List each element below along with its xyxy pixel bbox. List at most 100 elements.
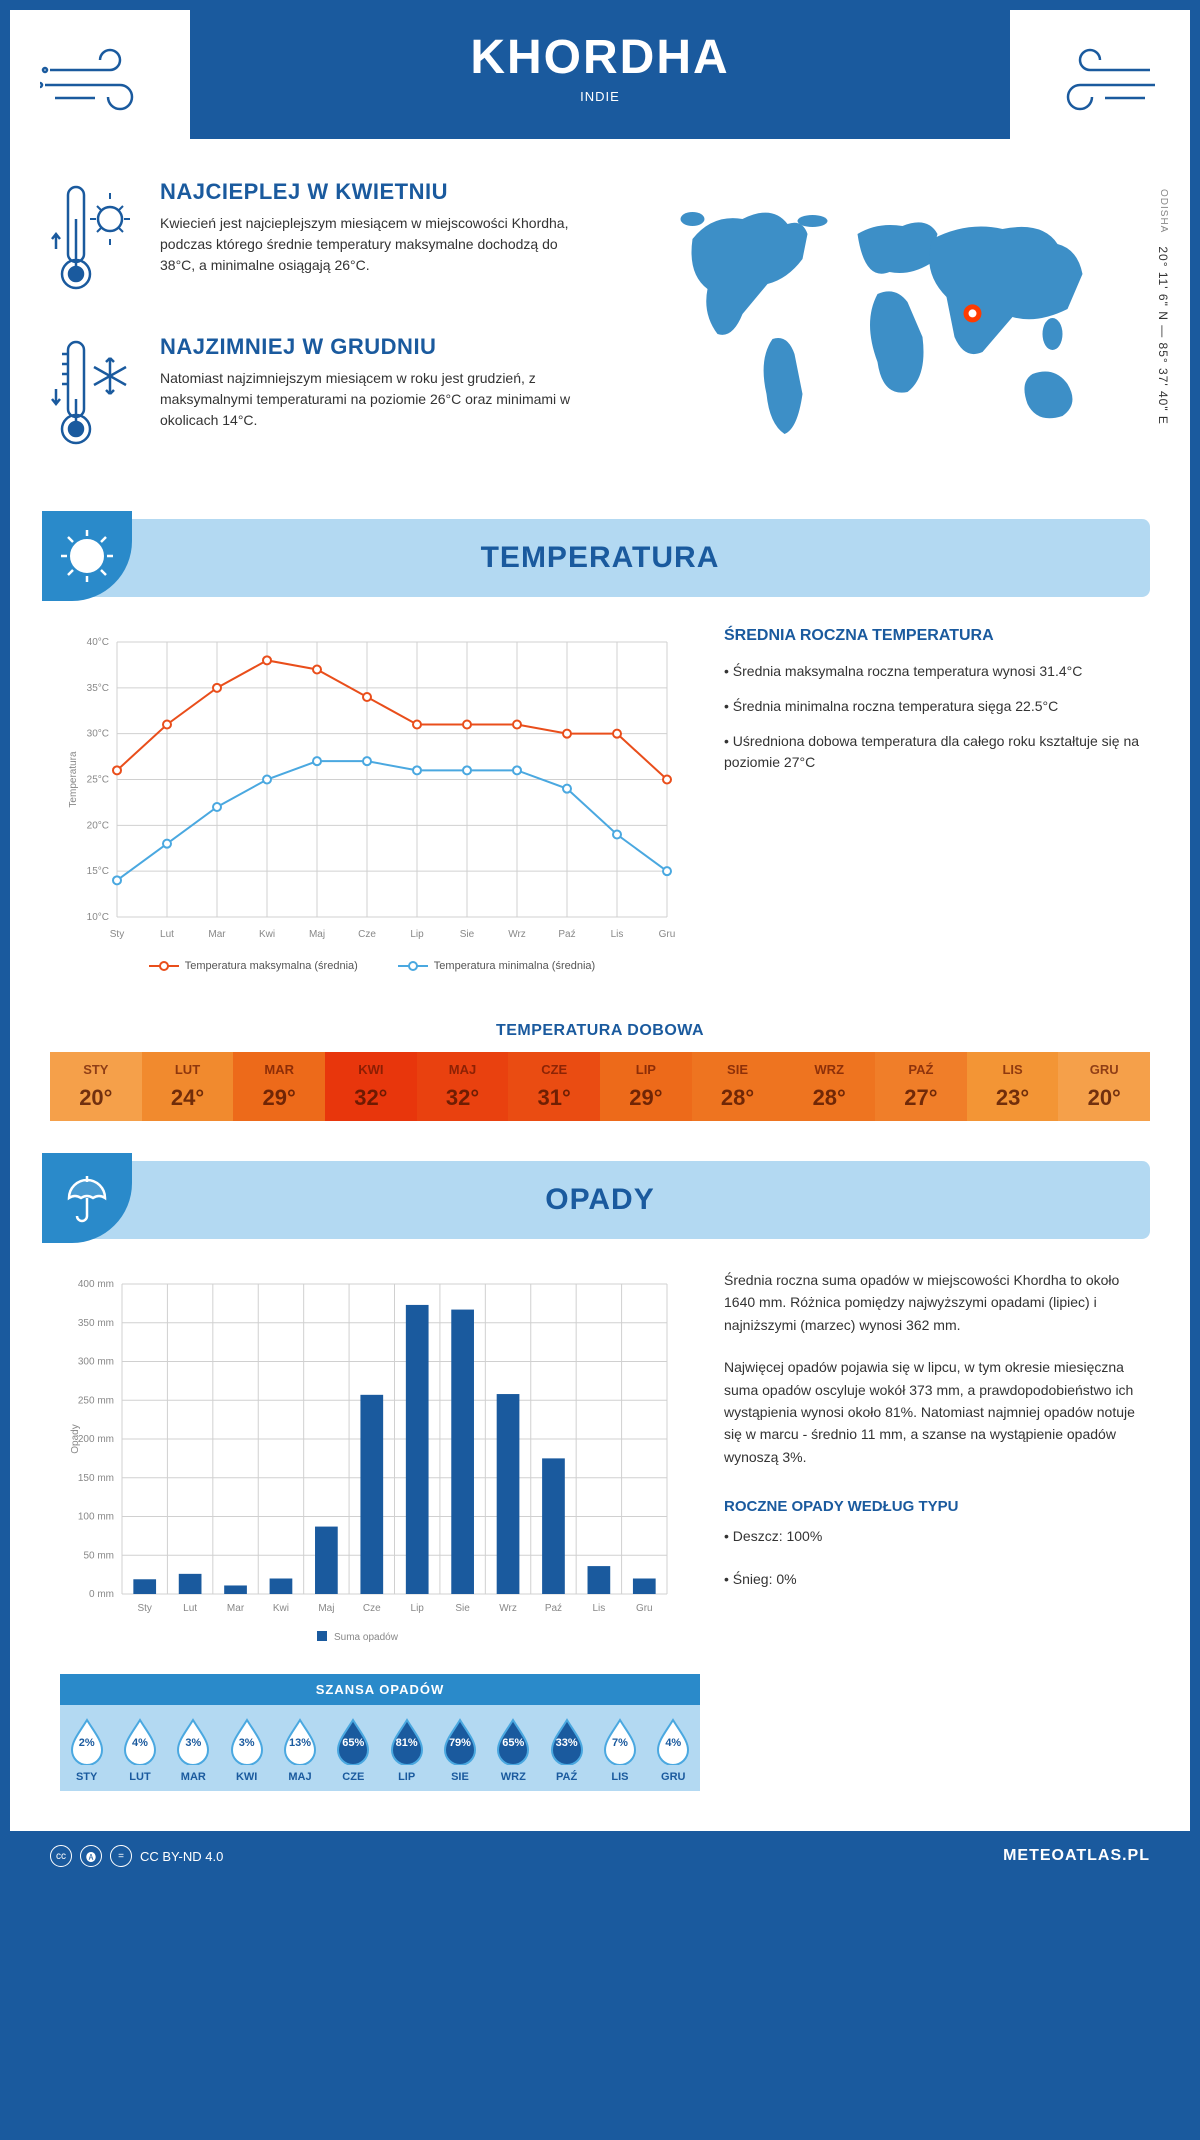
- szansa-cell: 4% GRU: [647, 1717, 700, 1783]
- raindrop-icon: 81%: [388, 1717, 426, 1765]
- svg-text:Lis: Lis: [611, 929, 624, 940]
- heat-value: 29°: [600, 1085, 692, 1111]
- heat-value: 27°: [875, 1085, 967, 1111]
- heat-month: CZE: [508, 1062, 600, 1077]
- heat-month: MAJ: [417, 1062, 509, 1077]
- heat-value: 20°: [1058, 1085, 1150, 1111]
- raindrop-icon: 4%: [121, 1717, 159, 1765]
- sun-icon: [42, 511, 132, 601]
- dobowa-title: TEMPERATURA DOBOWA: [10, 1022, 1190, 1040]
- svg-text:Lut: Lut: [183, 1603, 197, 1614]
- temp-bullet: • Średnia minimalna roczna temperatura s…: [724, 696, 1140, 717]
- fact-hot-text: NAJCIEPLEJ W KWIETNIU Kwiecień jest najc…: [160, 179, 585, 304]
- svg-text:Sie: Sie: [460, 929, 475, 940]
- szansa-month: MAR: [167, 1771, 220, 1783]
- szansa-cell: 2% STY: [60, 1717, 113, 1783]
- svg-text:35°C: 35°C: [87, 683, 109, 694]
- opady-type-bullet: • Śnieg: 0%: [724, 1568, 1140, 1590]
- heat-value: 23°: [967, 1085, 1059, 1111]
- szansa-pct: 33%: [556, 1737, 578, 1749]
- heat-value: 29°: [233, 1085, 325, 1111]
- cc-icon: cc: [50, 1845, 72, 1867]
- opady-body: 0 mm50 mm100 mm150 mm200 mm250 mm300 mm3…: [10, 1239, 1190, 1674]
- szansa-month: GRU: [647, 1771, 700, 1783]
- svg-text:Sty: Sty: [110, 929, 124, 940]
- szansa-month: KWI: [220, 1771, 273, 1783]
- intro-facts: NAJCIEPLEJ W KWIETNIU Kwiecień jest najc…: [50, 179, 585, 489]
- heat-month: STY: [50, 1062, 142, 1077]
- temp-legend: Temperatura maksymalna (średnia) Tempera…: [60, 960, 684, 972]
- svg-text:30°C: 30°C: [87, 729, 109, 740]
- szansa-pct: 7%: [612, 1737, 628, 1749]
- szansa-cell: 13% MAJ: [273, 1717, 326, 1783]
- szansa-cell: 79% SIE: [433, 1717, 486, 1783]
- svg-text:Mar: Mar: [227, 1603, 245, 1614]
- heat-cell: LIP 29°: [600, 1052, 692, 1121]
- svg-text:Cze: Cze: [363, 1603, 381, 1614]
- page-title: KHORDHA: [190, 30, 1010, 85]
- heat-cell: MAR 29°: [233, 1052, 325, 1121]
- heat-value: 32°: [325, 1085, 417, 1111]
- svg-text:40°C: 40°C: [87, 637, 109, 648]
- intro-map: ODISHA 20° 11' 6" N — 85° 37' 40" E: [615, 179, 1150, 489]
- raindrop-icon: 3%: [228, 1717, 266, 1765]
- szansa-cell: 3% MAR: [167, 1717, 220, 1783]
- temp-bullet: • Uśredniona dobowa temperatura dla całe…: [724, 731, 1140, 773]
- temperature-line-chart: 10°C15°C20°C25°C30°C35°C40°CStyLutMarKwi…: [60, 627, 684, 947]
- raindrop-icon: 4%: [654, 1717, 692, 1765]
- szansa-cell: 65% WRZ: [487, 1717, 540, 1783]
- page: KHORDHA INDIE NAJCIEPLEJ W KWIETNIU Kwie…: [0, 0, 1200, 1891]
- temp-body: 10°C15°C20°C25°C30°C35°C40°CStyLutMarKwi…: [10, 597, 1190, 1002]
- raindrop-icon: 65%: [494, 1717, 532, 1765]
- raindrop-icon: 7%: [601, 1717, 639, 1765]
- svg-text:Paź: Paź: [545, 1603, 562, 1614]
- heat-value: 28°: [783, 1085, 875, 1111]
- svg-text:150 mm: 150 mm: [78, 1473, 114, 1484]
- szansa-pct: 81%: [396, 1737, 418, 1749]
- section-opady: OPADY: [50, 1161, 1150, 1239]
- umbrella-icon: [42, 1153, 132, 1243]
- szansa-month: WRZ: [487, 1771, 540, 1783]
- szansa-row: 2% STY 4% LUT 3% MAR 3% KWI 13%: [60, 1705, 700, 1791]
- szansa-pct: 2%: [79, 1737, 95, 1749]
- szansa-month: MAJ: [273, 1771, 326, 1783]
- svg-text:Maj: Maj: [309, 929, 325, 940]
- fact-cold-body: Natomiast najzimniejszym miesiącem w rok…: [160, 368, 585, 431]
- opady-type-bullet: • Deszcz: 100%: [724, 1525, 1140, 1547]
- svg-text:Kwi: Kwi: [259, 929, 275, 940]
- precipitation-bar-chart: 0 mm50 mm100 mm150 mm200 mm250 mm300 mm3…: [60, 1269, 684, 1649]
- license-text: CC BY-ND 4.0: [140, 1849, 223, 1864]
- szansa-month: LIS: [593, 1771, 646, 1783]
- section-temp-title: TEMPERATURA: [481, 541, 720, 574]
- szansa-month: CZE: [327, 1771, 380, 1783]
- svg-text:Cze: Cze: [358, 929, 376, 940]
- svg-text:250 mm: 250 mm: [78, 1395, 114, 1406]
- thermometer-cold-icon: [50, 334, 140, 459]
- szansa-cell: 81% LIP: [380, 1717, 433, 1783]
- svg-text:400 mm: 400 mm: [78, 1279, 114, 1290]
- svg-text:10°C: 10°C: [87, 912, 109, 923]
- header: KHORDHA INDIE: [190, 10, 1010, 139]
- szansa-cell: 7% LIS: [593, 1717, 646, 1783]
- fact-cold-text: NAJZIMNIEJ W GRUDNIU Natomiast najzimnie…: [160, 334, 585, 459]
- svg-text:20°C: 20°C: [87, 820, 109, 831]
- heat-value: 32°: [417, 1085, 509, 1111]
- heat-value: 24°: [142, 1085, 234, 1111]
- szansa-pct: 3%: [185, 1737, 201, 1749]
- svg-text:Sie: Sie: [455, 1603, 470, 1614]
- svg-text:50 mm: 50 mm: [83, 1550, 114, 1561]
- heat-cell: STY 20°: [50, 1052, 142, 1121]
- svg-text:Wrz: Wrz: [508, 929, 526, 940]
- szansa-cell: 33% PAŹ: [540, 1717, 593, 1783]
- heat-cell: WRZ 28°: [783, 1052, 875, 1121]
- heat-month: PAŹ: [875, 1062, 967, 1077]
- svg-text:Paź: Paź: [558, 929, 575, 940]
- region-label: ODISHA: [1158, 189, 1169, 233]
- szansa-cell: 3% KWI: [220, 1717, 273, 1783]
- svg-text:25°C: 25°C: [87, 775, 109, 786]
- szansa-month: LIP: [380, 1771, 433, 1783]
- fact-cold: NAJZIMNIEJ W GRUDNIU Natomiast najzimnie…: [50, 334, 585, 459]
- heat-month: WRZ: [783, 1062, 875, 1077]
- szansa-pct: 79%: [449, 1737, 471, 1749]
- svg-text:Gru: Gru: [636, 1603, 653, 1614]
